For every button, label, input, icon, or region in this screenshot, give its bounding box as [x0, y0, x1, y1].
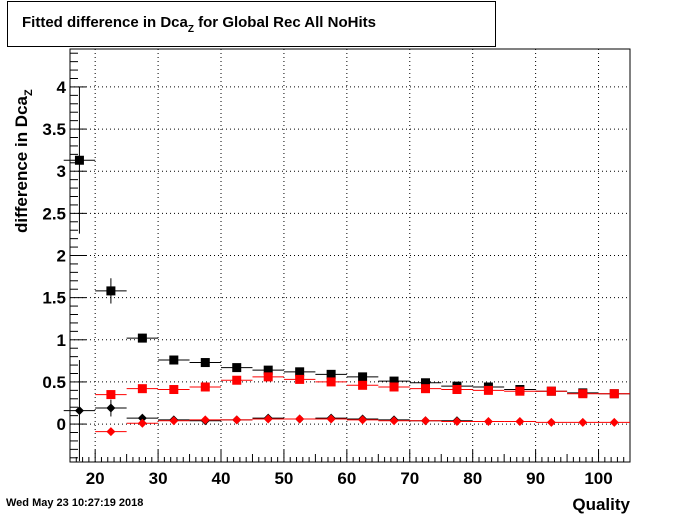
- data-point-square: [74, 155, 84, 165]
- data-point-square: [326, 377, 336, 387]
- data-point-diamond: [295, 414, 305, 424]
- data-point-square: [609, 389, 619, 399]
- data-point-diamond: [232, 415, 242, 425]
- chart-title-prefix: Fitted difference in Dca: [22, 14, 188, 31]
- y-axis-label-main: difference in Dca: [12, 95, 31, 233]
- x-tick-label: 40: [212, 469, 231, 488]
- x-tick-label: 80: [463, 469, 482, 488]
- x-tick-label: 60: [337, 469, 356, 488]
- data-point-diamond: [358, 415, 368, 425]
- data-point-diamond: [578, 417, 588, 427]
- data-point-square: [421, 384, 431, 394]
- data-point-square: [169, 355, 179, 365]
- data-point-square: [232, 363, 242, 373]
- y-tick-label: 1: [57, 331, 66, 350]
- x-tick-label: 100: [584, 469, 612, 488]
- y-tick-label: 1.5: [42, 289, 66, 308]
- y-axis-label: difference in DcaZ: [12, 89, 35, 233]
- data-point-diamond: [137, 413, 147, 423]
- data-point-diamond: [389, 416, 399, 426]
- data-point-diamond: [452, 417, 462, 427]
- data-point-square: [200, 382, 210, 392]
- data-point-diamond: [546, 417, 556, 427]
- data-point-square: [421, 378, 431, 388]
- timestamp: Wed May 23 10:27:19 2018: [6, 497, 144, 509]
- data-point-square: [578, 389, 588, 399]
- data-point-square: [200, 358, 210, 368]
- data-point-square: [358, 372, 368, 382]
- y-tick-label: 3: [57, 162, 66, 181]
- x-tick-label: 30: [149, 469, 168, 488]
- y-axis-label-subscript: Z: [23, 89, 35, 96]
- title-box: Fitted difference in DcaZ for Global Rec…: [7, 1, 496, 47]
- data-point-diamond: [74, 406, 84, 416]
- data-point-square: [389, 382, 399, 392]
- marks-layer: [63, 86, 630, 462]
- ticks-layer: 20 30 40 50 60 70 80 90 100 0 0.5 1 1.5 2 2.5 3 3.5 4: [42, 52, 631, 488]
- data-point-square: [295, 374, 305, 384]
- data-point-square: [106, 286, 116, 296]
- data-point-square: [452, 385, 462, 395]
- chart-title-subscript: Z: [187, 24, 194, 35]
- y-tick-label: 3.5: [42, 120, 66, 139]
- data-point-square: [137, 384, 147, 394]
- y-tick-label: 2: [57, 247, 66, 266]
- data-point-diamond: [515, 417, 525, 427]
- data-point-diamond: [326, 414, 336, 424]
- data-point-square: [295, 367, 305, 377]
- data-point-square: [106, 390, 116, 400]
- x-tick-label: 20: [86, 469, 105, 488]
- data-point-diamond: [169, 416, 179, 426]
- y-tick-label: 2.5: [42, 204, 66, 223]
- data-point-diamond: [106, 403, 116, 413]
- x-tick-label: 90: [526, 469, 545, 488]
- data-point-diamond: [421, 416, 431, 426]
- data-point-square: [358, 380, 368, 390]
- data-point-diamond: [263, 414, 273, 424]
- data-point-square: [515, 386, 525, 396]
- data-point-square: [137, 333, 147, 343]
- data-point-square: [263, 365, 273, 375]
- y-tick-label: 4: [57, 78, 67, 97]
- y-tick-label: 0: [57, 415, 66, 434]
- x-axis-label: Quality: [572, 495, 630, 514]
- data-point-square: [389, 376, 399, 386]
- y-tick-label: 0.5: [42, 373, 66, 392]
- x-tick-label: 70: [400, 469, 419, 488]
- data-point-square: [232, 375, 242, 385]
- data-point-diamond: [483, 417, 493, 427]
- chart-title-suffix: for Global Rec All NoHits: [193, 14, 376, 31]
- data-point-diamond: [106, 427, 116, 437]
- grid-layer: [70, 49, 630, 462]
- data-point-square: [546, 386, 556, 396]
- chart-title: Fitted difference in DcaZ for Global Rec…: [22, 14, 376, 35]
- data-point-square: [326, 369, 336, 379]
- data-point-diamond: [200, 415, 210, 425]
- data-point-square: [483, 385, 493, 395]
- data-point-square: [169, 385, 179, 395]
- data-point-diamond: [609, 417, 619, 427]
- data-point-diamond: [137, 418, 147, 428]
- data-point-square: [263, 372, 273, 382]
- x-tick-label: 50: [274, 469, 293, 488]
